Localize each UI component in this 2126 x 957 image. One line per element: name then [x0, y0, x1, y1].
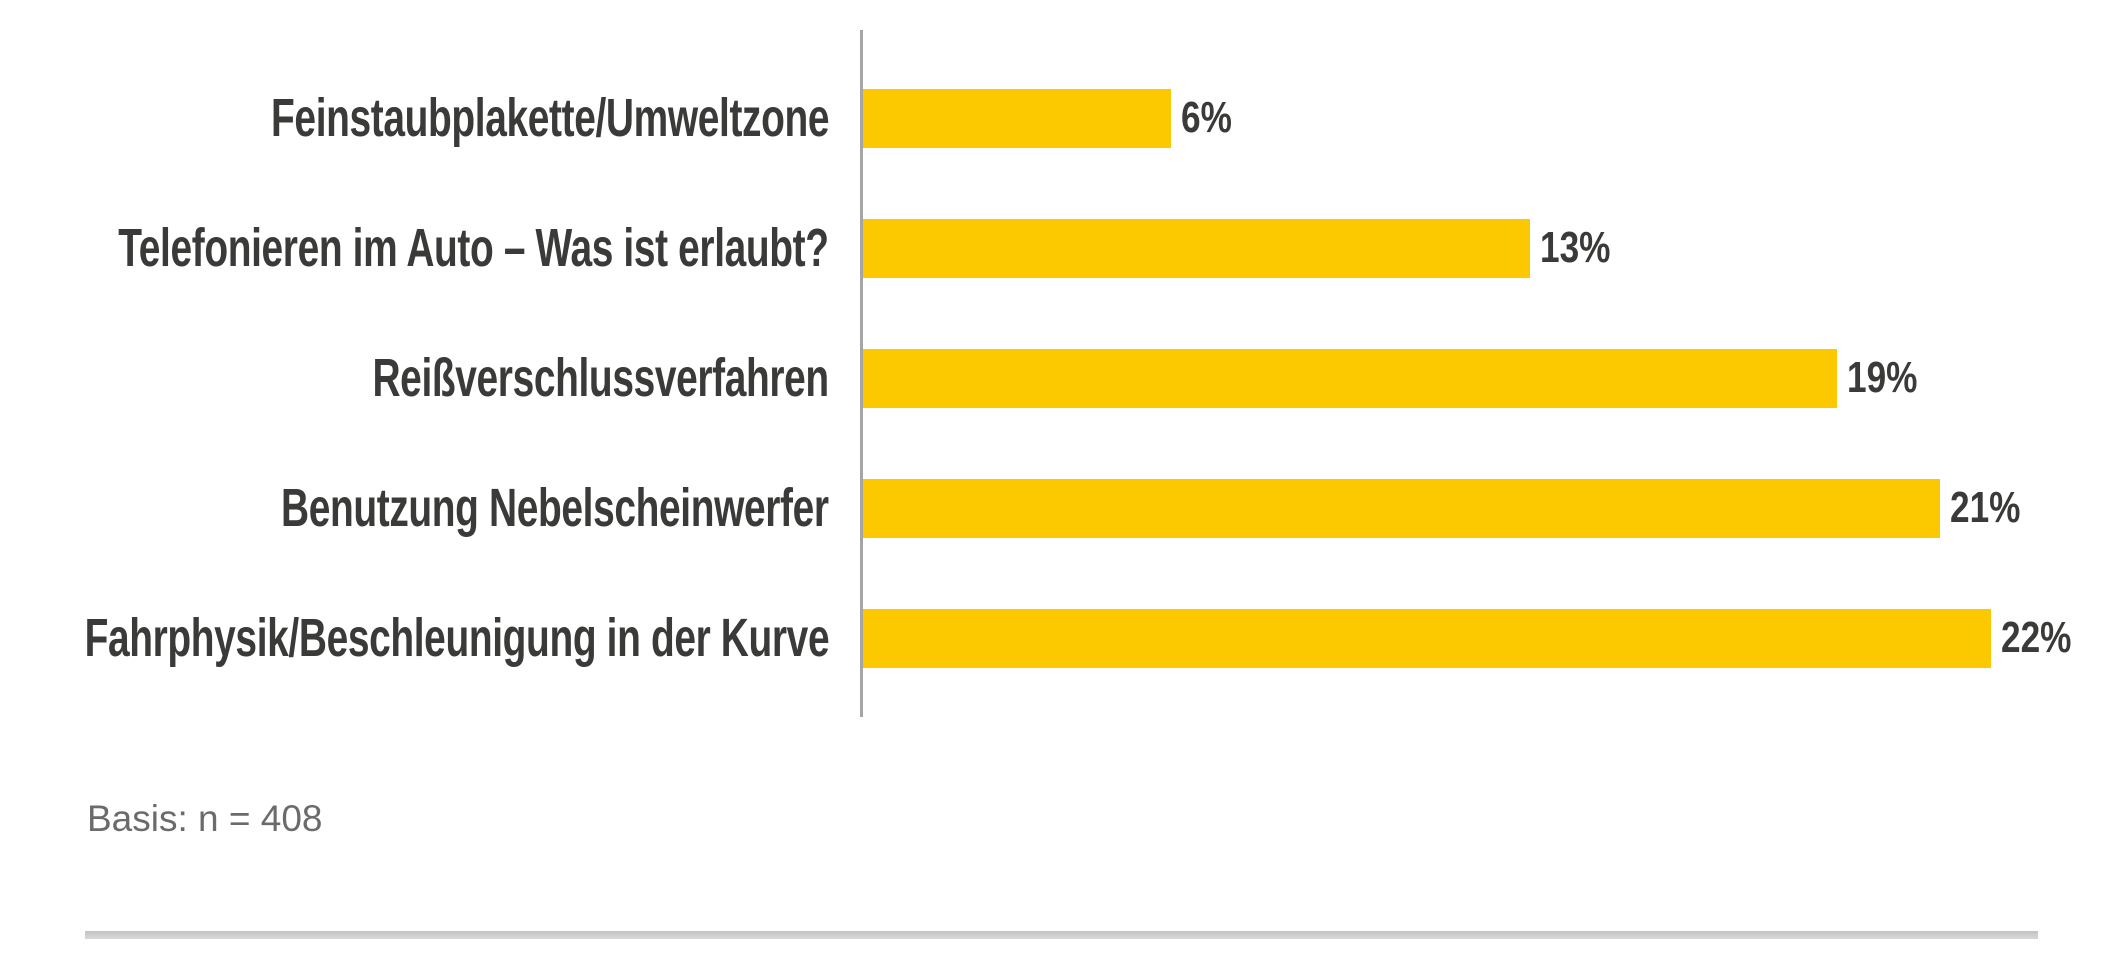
- bar-cell: 22%: [863, 608, 2126, 668]
- bar: [863, 218, 1530, 278]
- value-label: 13%: [1540, 223, 1611, 272]
- value-label: 21%: [1950, 483, 2021, 532]
- category-label: Reißverschlussverfahren: [372, 348, 830, 408]
- category-cell: Reißverschlussverfahren: [0, 347, 863, 409]
- bar-row: Feinstaubplakette/Umweltzone 6%: [0, 53, 2126, 183]
- category-label: Benutzung Nebelscheinwerfer: [281, 478, 829, 538]
- y-axis-line: [860, 30, 863, 717]
- bar-row: Benutzung Nebelscheinwerfer 21%: [0, 443, 2126, 573]
- category-cell: Feinstaubplakette/Umweltzone: [0, 87, 863, 149]
- value-label: 22%: [2001, 613, 2072, 662]
- bar: [863, 608, 1991, 668]
- bar-row: Reißverschlussverfahren 19%: [0, 313, 2126, 443]
- bar-cell: 6%: [863, 88, 2126, 148]
- category-cell: Telefonieren im Auto – Was ist erlaubt?: [0, 217, 863, 279]
- category-cell: Benutzung Nebelscheinwerfer: [0, 477, 863, 539]
- value-label: 19%: [1847, 353, 1918, 402]
- bar: [863, 88, 1171, 148]
- category-label: Feinstaubplakette/Umweltzone: [270, 88, 829, 148]
- bar-cell: 13%: [863, 218, 2126, 278]
- basis-note: Basis: n = 408: [87, 798, 323, 839]
- bottom-divider: [85, 931, 2038, 939]
- bar-row: Fahrphysik/Beschleunigung in der Kurve 22…: [0, 573, 2126, 703]
- value-label: 6%: [1181, 93, 1232, 142]
- bar-row: Telefonieren im Auto – Was ist erlaubt? 1…: [0, 183, 2126, 313]
- bar: [863, 348, 1837, 408]
- category-cell: Fahrphysik/Beschleunigung in der Kurve: [0, 607, 863, 669]
- bar-cell: 19%: [863, 348, 2126, 408]
- chart-rows: Feinstaubplakette/Umweltzone 6% Telefonier…: [0, 53, 2126, 703]
- category-label: Fahrphysik/Beschleunigung in der Kurve: [84, 608, 829, 668]
- bar-cell: 21%: [863, 478, 2126, 538]
- bar: [863, 478, 1940, 538]
- category-label: Telefonieren im Auto – Was ist erlaubt?: [118, 218, 830, 278]
